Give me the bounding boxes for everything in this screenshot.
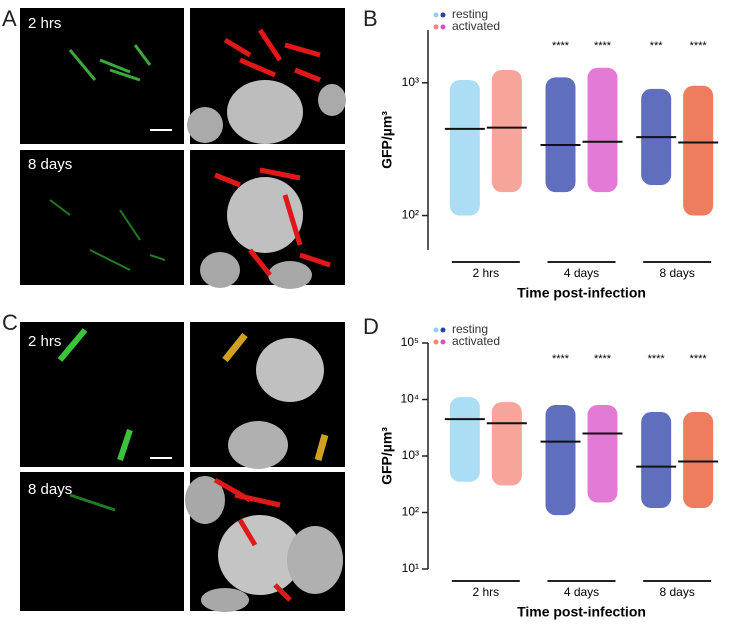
legend-swatch bbox=[433, 339, 439, 345]
legend-label: resting bbox=[452, 322, 488, 336]
image-caption: 2 hrs bbox=[28, 15, 61, 32]
spread bbox=[491, 402, 522, 486]
micrograph-c bbox=[20, 322, 345, 612]
y-tick-label: 10³ bbox=[402, 448, 419, 462]
significance: **** bbox=[552, 353, 570, 365]
significance: **** bbox=[690, 40, 708, 52]
spread bbox=[683, 412, 714, 509]
x-tick-label: 2 hrs bbox=[472, 266, 499, 280]
y-tick-label: 10⁴ bbox=[400, 392, 419, 406]
panel-label: B bbox=[363, 6, 378, 31]
y-tick-label: 10¹ bbox=[402, 561, 419, 575]
x-tick-label: 4 days bbox=[564, 266, 599, 280]
spread bbox=[683, 85, 714, 216]
x-axis-title: Time post-infection bbox=[517, 604, 646, 620]
legend-swatch bbox=[433, 327, 439, 333]
spread bbox=[545, 404, 576, 516]
legend-label: activated bbox=[452, 19, 500, 33]
spread bbox=[491, 69, 522, 193]
y-tick-label: 10³ bbox=[402, 75, 419, 89]
panel-label: A bbox=[2, 6, 17, 31]
spread bbox=[449, 80, 480, 216]
image-caption: 2 hrs bbox=[28, 333, 61, 350]
legend-swatch bbox=[433, 24, 439, 30]
image-caption: 8 days bbox=[28, 481, 72, 498]
x-tick-label: 8 days bbox=[659, 585, 694, 599]
x-tick-label: 4 days bbox=[564, 585, 599, 599]
spread bbox=[587, 67, 618, 193]
image-caption: 8 days bbox=[28, 156, 72, 173]
legend-swatch bbox=[440, 24, 446, 30]
y-axis-title: GFP/µm³ bbox=[379, 427, 395, 485]
panel-label: D bbox=[363, 314, 379, 339]
significance: **** bbox=[690, 353, 708, 365]
spread bbox=[545, 77, 576, 193]
legend-swatch bbox=[433, 12, 439, 18]
panel-label: C bbox=[2, 310, 18, 335]
spread bbox=[641, 412, 672, 509]
significance: **** bbox=[648, 353, 666, 365]
significance: **** bbox=[594, 353, 612, 365]
spread bbox=[449, 397, 480, 482]
legend-swatch bbox=[440, 327, 446, 333]
y-axis-title: GFP/µm³ bbox=[379, 111, 395, 169]
x-tick-label: 8 days bbox=[659, 266, 694, 280]
significance: **** bbox=[552, 40, 570, 52]
spread bbox=[587, 404, 618, 503]
y-tick-label: 10² bbox=[402, 505, 419, 519]
x-tick-label: 2 hrs bbox=[472, 585, 499, 599]
legend-label: activated bbox=[452, 334, 500, 348]
legend-swatch bbox=[440, 12, 446, 18]
significance: **** bbox=[594, 40, 612, 52]
legend-swatch bbox=[440, 339, 446, 345]
x-axis-title: Time post-infection bbox=[517, 285, 646, 301]
micrograph-a bbox=[20, 8, 346, 289]
legend-label: resting bbox=[452, 7, 488, 21]
significance: *** bbox=[650, 40, 664, 52]
y-tick-label: 10² bbox=[402, 208, 419, 222]
y-tick-label: 10⁵ bbox=[401, 335, 419, 349]
